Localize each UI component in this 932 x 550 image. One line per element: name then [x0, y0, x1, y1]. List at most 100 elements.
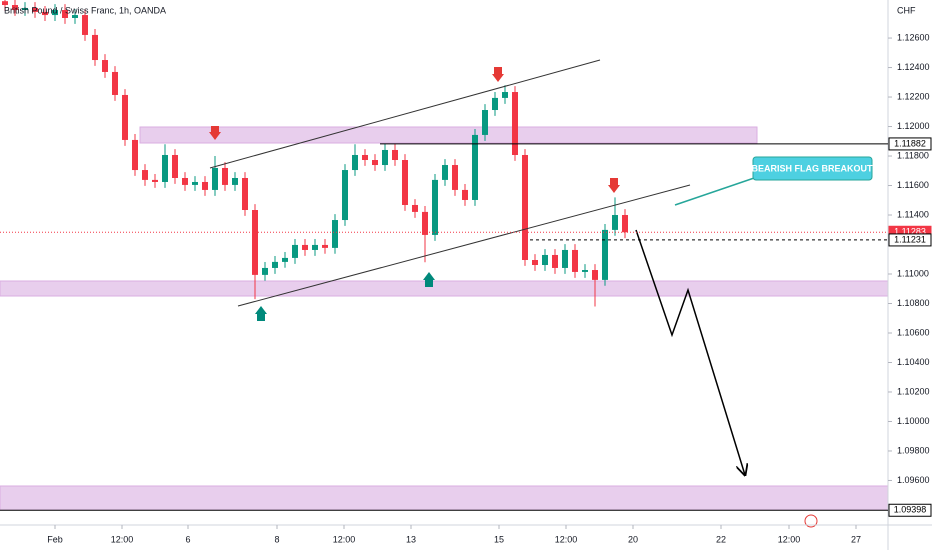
callout-box	[752, 156, 873, 181]
candle-body	[382, 149, 388, 166]
candle-body	[552, 254, 558, 268]
candle-body	[312, 244, 318, 250]
y-tick-label: 1.11600	[897, 180, 929, 190]
x-tick-label: 15	[494, 534, 504, 544]
y-tick-label: 1.12400	[897, 62, 930, 72]
candle-body	[232, 177, 238, 185]
x-tick-label: 20	[628, 534, 638, 544]
price-label: 1.11283	[894, 227, 926, 237]
x-tick-label: 13	[406, 534, 416, 544]
candle-body	[472, 134, 478, 200]
candle-body	[212, 167, 218, 190]
price-label: 1.11231	[894, 234, 926, 244]
down-arrow	[608, 178, 620, 193]
candle-body	[452, 165, 458, 190]
candle-body	[102, 60, 108, 72]
y-tick-label: 1.10800	[897, 298, 930, 308]
candle-body	[222, 167, 228, 185]
x-tick-label: 12:00	[333, 534, 356, 544]
candle-body	[542, 254, 548, 266]
channel-upper	[209, 59, 601, 169]
candle-body	[412, 204, 418, 212]
x-tick-label: Feb	[47, 534, 63, 544]
candle-body	[462, 189, 468, 200]
candle-body	[602, 229, 608, 280]
candle-body	[422, 211, 428, 235]
price-label-box	[888, 233, 932, 247]
candle-body	[512, 92, 518, 155]
x-tick-label: 22	[716, 534, 726, 544]
candle-body	[572, 249, 578, 272]
candle-body	[112, 71, 118, 95]
x-tick-label: 6	[185, 534, 190, 544]
candle-body	[522, 154, 528, 260]
y-tick-label: 1.12600	[897, 32, 930, 42]
axis-unit: CHF	[897, 5, 916, 15]
resistance-zone	[139, 126, 758, 144]
y-tick-label: 1.11000	[897, 268, 929, 278]
candle-body	[372, 160, 378, 166]
candle-body	[622, 215, 628, 233]
down-arrow	[209, 126, 221, 140]
chart-title: British Pound / Swiss Franc, 1h, OANDA	[4, 5, 166, 15]
candle-body	[252, 210, 258, 275]
plot	[2, 0, 628, 307]
y-tick-label: 1.10200	[897, 386, 930, 396]
candle-body	[122, 94, 128, 140]
candle-body	[22, 7, 28, 11]
y-tick-label: 1.09800	[897, 445, 930, 455]
support-zone	[0, 280, 889, 297]
price-label: 1.09398	[894, 505, 927, 515]
candle-body	[62, 10, 68, 18]
candle-body	[592, 270, 598, 280]
candle-body	[92, 34, 98, 61]
candle-body	[242, 177, 248, 210]
annotations-over: BEARISH FLAG BREAKOUT	[209, 59, 874, 528]
candle-body	[292, 244, 298, 258]
candle-body	[182, 177, 188, 185]
y-tick-label: 1.09600	[897, 475, 930, 485]
up-arrow	[423, 272, 435, 287]
x-tick-label: 12:00	[111, 534, 134, 544]
x-tick-label: 8	[274, 534, 279, 544]
y-tick-label: 1.10000	[897, 416, 930, 426]
candle-body	[582, 270, 588, 272]
price-label-box	[888, 503, 932, 517]
candle-body	[562, 249, 568, 268]
candle-body	[402, 160, 408, 205]
candle-body	[192, 181, 198, 185]
up-arrow	[255, 306, 267, 321]
candle-body	[72, 15, 78, 18]
candle-body	[202, 181, 208, 190]
candle-body	[322, 244, 328, 248]
candle-body	[142, 170, 148, 180]
down-arrow	[492, 67, 504, 82]
candle-body	[502, 92, 508, 98]
candle-body	[442, 165, 448, 180]
candle-body	[332, 220, 338, 248]
y-tick-label: 1.11400	[897, 209, 929, 219]
price-label: 1.11882	[894, 138, 926, 148]
x-tick-label: 12:00	[555, 534, 578, 544]
candle-body	[132, 139, 138, 171]
candle-body	[2, 1, 8, 6]
candle-body	[12, 5, 18, 11]
y-tick-label: 1.10400	[897, 357, 930, 367]
candle-body	[162, 154, 168, 182]
candle-body	[282, 257, 288, 262]
x-tick-label: 27	[851, 534, 861, 544]
candle-body	[492, 97, 498, 111]
candle-body	[42, 11, 48, 16]
y-tick-label: 1.11800	[897, 150, 929, 160]
channel-lower	[237, 184, 691, 307]
candle-body	[352, 154, 358, 171]
candle-body	[342, 170, 348, 221]
candle-body	[272, 261, 278, 268]
y-tick-label: 1.12000	[897, 121, 930, 131]
price-label-box	[888, 137, 932, 151]
callout-text: BEARISH FLAG BREAKOUT	[752, 163, 874, 173]
candle-body	[532, 259, 538, 266]
candle-body	[32, 7, 38, 12]
candle-body	[392, 149, 398, 161]
